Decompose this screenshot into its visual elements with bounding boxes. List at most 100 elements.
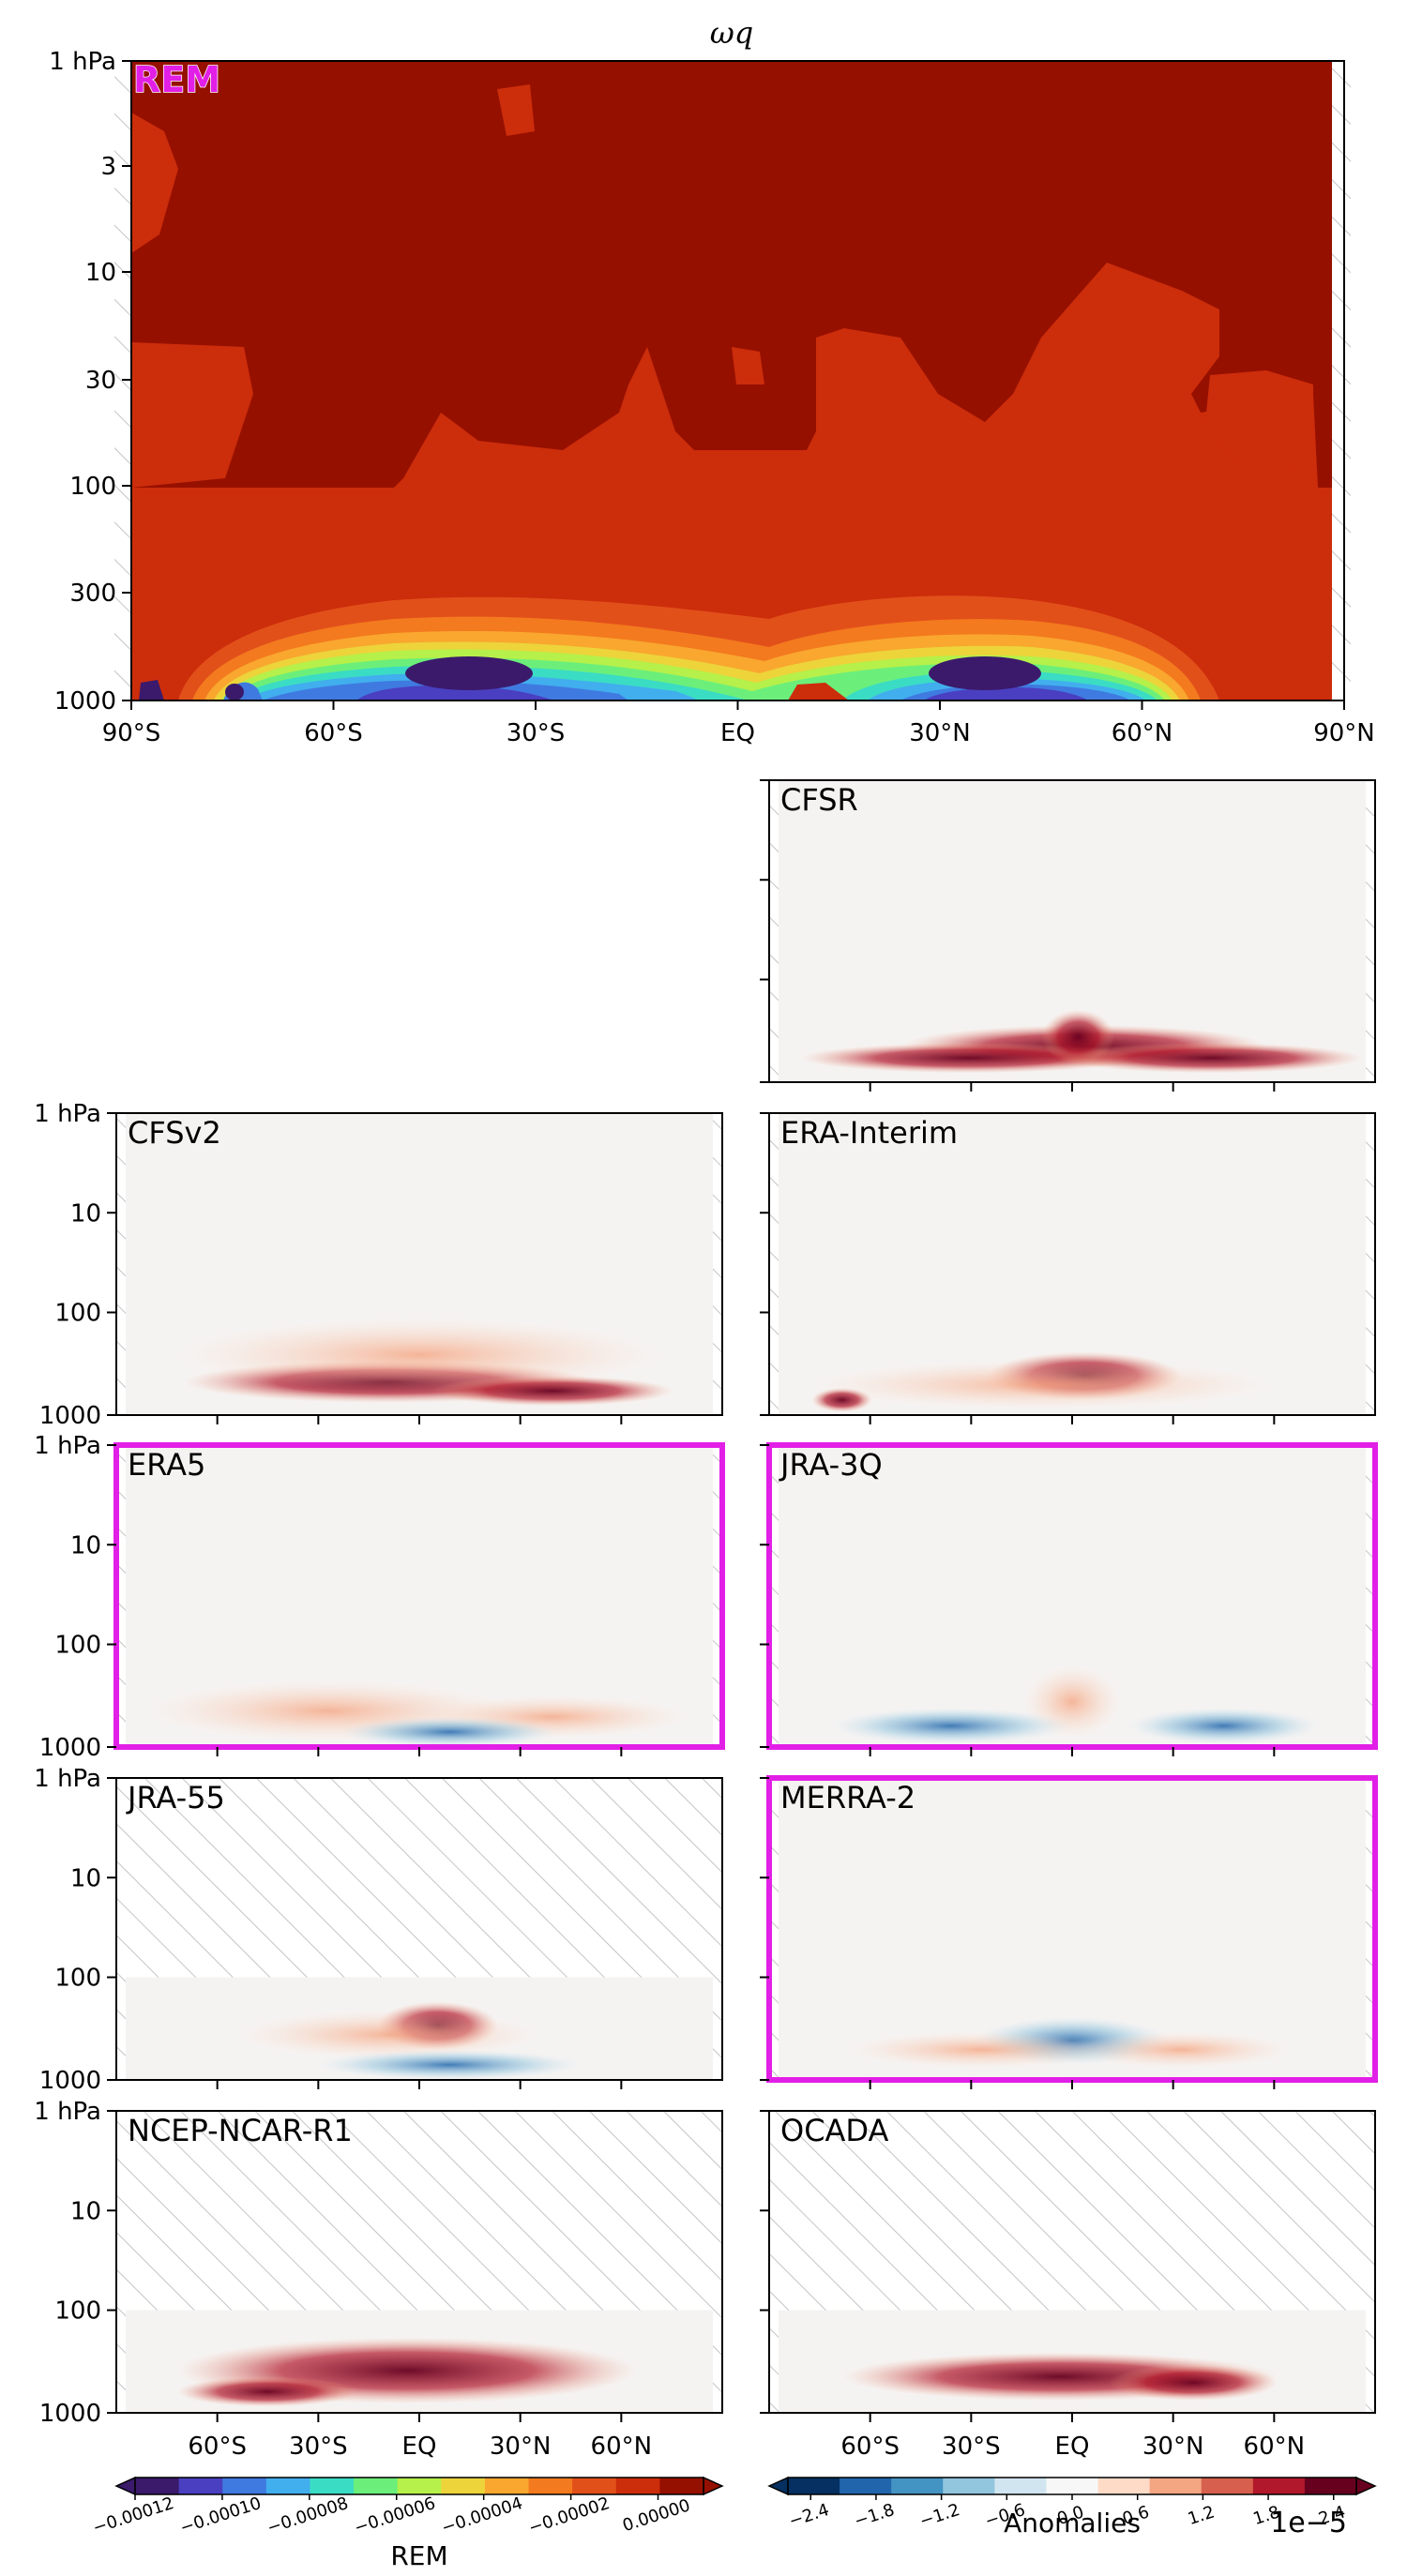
main-panel: REM 1 hPa 3 10 30 100 300 1000 90°S 60°S 30°S EQ 3…: [49, 48, 1375, 747]
panel-anomaly-feature: [1127, 1708, 1321, 1744]
panel-label: ERA5: [128, 1447, 205, 1483]
main-y-tick-label: 3: [100, 153, 116, 181]
main-hatch-right: [1332, 61, 1351, 700]
main-field-patch-2: [497, 84, 535, 136]
colorbar-arrow-low: [767, 2476, 789, 2496]
panel-y-tick-label: 100: [54, 1632, 101, 1660]
panel-label: OCADA: [780, 2113, 889, 2148]
panel-anomaly-feature: [829, 1708, 1072, 1744]
colorbar-arrow-low: [114, 2476, 136, 2496]
panel-x-tick-label: 30°N: [1142, 2433, 1204, 2461]
panel-x-tick-label: 30°N: [490, 2433, 552, 2461]
colorbar-tick-label: −1.2: [917, 2500, 962, 2531]
panel-label: CFSR: [780, 782, 858, 818]
main-field-lower-contours: [139, 595, 1219, 700]
main-y-tick-label: 1000: [54, 687, 116, 716]
colorbar-swatch: [265, 2478, 310, 2494]
panel-label: NCEP-NCAR-R1: [128, 2113, 353, 2148]
colorbar-swatch: [528, 2478, 573, 2494]
colorbar-tick-label: −0.00012: [90, 2493, 176, 2538]
panel-anomaly-feature: [1072, 2031, 1291, 2069]
panel-x-tick-label: 60°N: [591, 2433, 653, 2461]
colorbar-rem: −0.00012 −0.00010 −0.00008 −0.00006 −0.00004…: [90, 2476, 724, 2571]
colorbar-arrow-high: [703, 2476, 724, 2496]
colorbar-swatch: [397, 2478, 442, 2494]
colorbar-tick-label: −2.4: [787, 2500, 832, 2531]
main-field-upper-max: [131, 61, 1332, 488]
anomaly-panels: CFSR CFSv2 1 hPa 10 100 1000 ERA-Interim ERA5 1 …: [34, 779, 1378, 2461]
colorbar-swatch: [1252, 2478, 1306, 2494]
main-x-axis: 90°S 60°S 30°S EQ 30°N 60°N 90°N: [102, 700, 1375, 747]
colorbar-anomalies: −2.4 −1.8 −1.2 −0.6 0.0 0.6 1.2 1.8 2.4Anomalies…: [767, 2476, 1377, 2539]
main-x-tick-label: 30°S: [507, 719, 566, 747]
colorbar-swatch: [1097, 2478, 1151, 2494]
panel-y-tick-label: 1000: [39, 1402, 101, 1430]
panel-anomaly-feature: [340, 1716, 559, 1747]
colorbar-swatch: [222, 2478, 267, 2494]
panel-era5: ERA5 1 hPa 10 100 1000: [34, 1432, 725, 1762]
colorbar-swatch: [572, 2478, 617, 2494]
panel-y-tick-label: 10: [70, 1531, 101, 1559]
main-y-tick-label: 10: [85, 259, 116, 287]
panel-y-tick-label: 100: [54, 1300, 101, 1328]
panel-y-tick-label: 1000: [39, 1734, 101, 1762]
main-y-axis: 1 hPa 3 10 30 100 300 1000: [49, 48, 131, 716]
main-x-tick-label: 90°N: [1313, 719, 1375, 747]
panel-x-tick-label: 30°S: [289, 2433, 348, 2461]
panel-anomaly-feature: [811, 1361, 1273, 1409]
colorbar-tick-label: −1.8: [852, 2500, 897, 2531]
panel-y-tick-label: 1 hPa: [34, 1432, 101, 1460]
colorbar-tick-label: −0.00004: [439, 2493, 525, 2538]
panel-era-interim: ERA-Interim: [760, 1112, 1376, 1424]
panel-y-tick-label: 1000: [39, 2067, 101, 2095]
panel-x-tick-label: 30°S: [942, 2433, 1001, 2461]
panel-x-tick-label: EQ: [1055, 2433, 1090, 2461]
figure-title: ωq: [710, 15, 754, 51]
main-y-tick-label: 300: [69, 580, 116, 608]
main-x-tick-label: 60°N: [1112, 719, 1173, 747]
main-y-tick-label: 1 hPa: [49, 48, 116, 76]
panel-y-tick-label: 10: [70, 1199, 101, 1228]
colorbar-multiplier: 1e−5: [1270, 2507, 1347, 2539]
panel-x-tick-label: 60°S: [188, 2433, 247, 2461]
panel-label: CFSv2: [128, 1115, 221, 1151]
colorbar-swatch: [135, 2478, 180, 2494]
main-y-tick-label: 30: [85, 367, 116, 395]
colorbar-swatch: [484, 2478, 530, 2494]
main-x-tick-label: 90°S: [102, 719, 161, 747]
panel-jra-3q: JRA-3Q: [760, 1442, 1378, 1756]
panel-anomaly-feature: [176, 1318, 662, 1392]
panel-anomaly-feature: [1041, 1009, 1115, 1064]
colorbar-swatch: [1149, 2478, 1203, 2494]
colorbar-arrow-high: [1355, 2476, 1377, 2496]
panel-anomaly-feature: [237, 2010, 541, 2059]
main-panel-label: REM: [133, 59, 220, 100]
colorbar-swatch: [788, 2478, 840, 2494]
colorbar-tick-label: −0.00010: [177, 2493, 264, 2538]
colorbar-title: REM: [390, 2540, 447, 2571]
panel-anomaly-feature: [1060, 1043, 1364, 1074]
panel-y-tick-label: 1 hPa: [34, 1100, 101, 1128]
colorbar-tick-label: −0.00002: [526, 2493, 613, 2538]
panel-y-tick-label: 1 hPa: [34, 1765, 101, 1793]
colorbar-swatch: [354, 2478, 399, 2494]
colorbar-swatch: [1201, 2478, 1254, 2494]
colorbar-swatch: [891, 2478, 944, 2494]
colorbar-swatch: [1046, 2478, 1099, 2494]
panel-y-tick-label: 1 hPa: [34, 2098, 101, 2126]
panel-anomaly-feature: [811, 1388, 872, 1412]
colorbar-tick-label: −0.00006: [352, 2493, 438, 2538]
colorbar-swatch: [943, 2478, 995, 2494]
main-x-tick-label: EQ: [720, 719, 755, 747]
colorbar-swatch: [310, 2478, 355, 2494]
main-x-tick-label: 60°S: [304, 719, 363, 747]
panel-label: ERA-Interim: [780, 1115, 958, 1151]
colorbar-swatch: [659, 2478, 704, 2494]
panel-anomaly-feature: [847, 2031, 1115, 2069]
panel-x-tick-label: EQ: [402, 2433, 437, 2461]
panel-y-tick-label: 10: [70, 1864, 101, 1892]
panel-jra-55: JRA-55 1 hPa 10 100 1000: [34, 1765, 723, 2095]
panel-cfsv2: CFSv2 1 hPa 10 100 1000: [34, 1100, 723, 1430]
panel-y-tick-label: 100: [54, 2297, 101, 2326]
